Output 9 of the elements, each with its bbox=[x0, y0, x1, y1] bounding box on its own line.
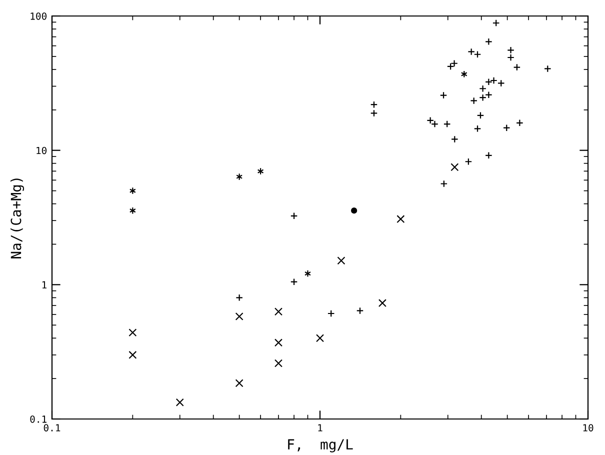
y-axis-title: Na/(Ca+Mg) bbox=[10, 178, 24, 258]
x-axis-title: F, mg/L bbox=[288, 439, 353, 452]
x-tick-label: 10 bbox=[583, 424, 594, 432]
y-tick-label: 0.1 bbox=[30, 416, 46, 423]
x-tick-label: 0.1 bbox=[44, 424, 60, 432]
y-tick-label: 100 bbox=[30, 12, 47, 20]
x-tick-label: 1 bbox=[318, 424, 322, 432]
y-tick-label: 1 bbox=[42, 281, 46, 288]
y-tick-label: 10 bbox=[36, 146, 47, 154]
